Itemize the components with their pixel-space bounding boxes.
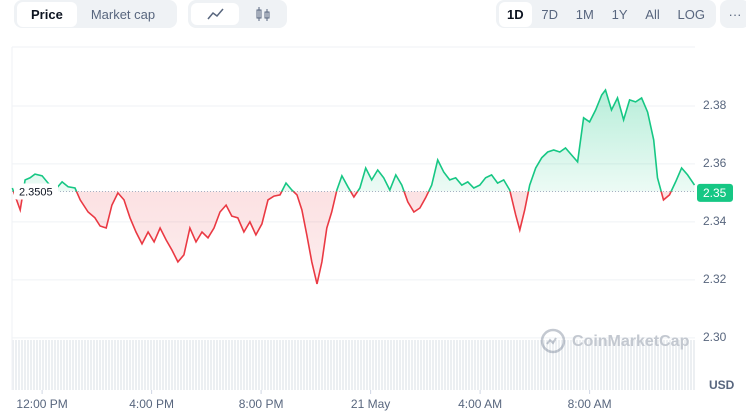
chart-type-group [188,0,287,28]
volume-bars [12,340,695,390]
x-tick-label: 4:00 PM [129,397,174,411]
watermark: CoinMarketCap [572,333,690,350]
x-tick-label: 12:00 PM [16,397,67,411]
y-tick-label: 2.34 [703,214,727,228]
unit-label: USD [709,378,735,392]
x-tick-label: 21 May [351,397,390,411]
tab[interactable]: Market cap [90,6,156,22]
y-tick-label: 2.36 [703,156,727,170]
more-button[interactable]: ··· [720,0,746,28]
watermark-logo [540,328,566,354]
x-tick-label: 8:00 AM [568,397,612,411]
area-fill [12,90,695,284]
x-tick-label: 8:00 PM [239,397,284,411]
candle-icon[interactable] [239,3,287,25]
baseline-label-box [14,183,58,200]
x-tick-label: 4:00 AM [458,397,502,411]
range-button[interactable]: LOG [677,6,705,22]
price-line [11,88,696,285]
y-tick-label: 2.32 [703,272,727,286]
more-label: ··· [728,6,742,22]
range-button[interactable]: 1Y [611,6,628,22]
current-price-label: 2.35 [703,186,727,200]
baseline-label: 2.3505 [19,186,53,198]
range-button[interactable]: All [645,6,660,22]
tab-group: Price Market cap [14,0,177,28]
tab[interactable]: Price [17,1,77,27]
range-button[interactable]: 1D [499,1,532,27]
y-tick-label: 2.38 [703,98,727,112]
range-group: 1D 7D 1M 1Y All LOG [496,0,716,28]
range-button[interactable]: 7D [541,6,559,22]
current-price-box [697,183,733,202]
y-tick-label: 2.30 [703,330,727,344]
range-button[interactable]: 1M [575,6,594,22]
line-icon[interactable] [191,3,239,25]
